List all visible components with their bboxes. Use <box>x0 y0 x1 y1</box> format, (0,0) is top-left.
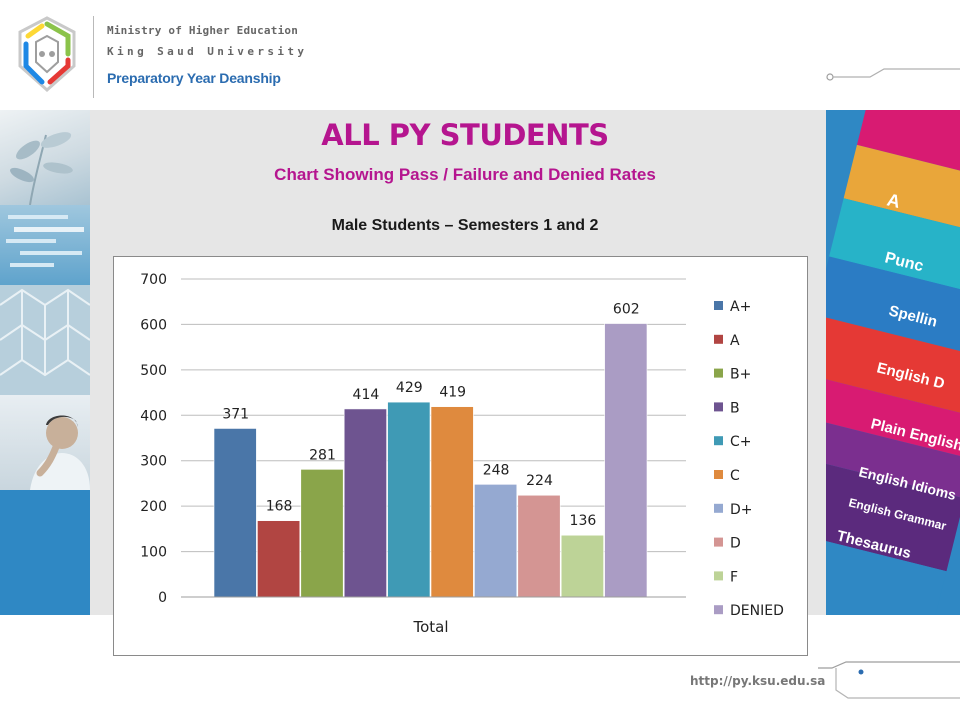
y-tick-label: 600 <box>140 317 167 333</box>
data-label: 168 <box>266 499 293 515</box>
pattern-photo <box>0 285 91 395</box>
y-tick-label: 500 <box>140 363 167 379</box>
bar-c-plus <box>387 401 431 598</box>
bar-b-plus <box>300 469 344 598</box>
bar-b <box>343 408 387 598</box>
y-tick-label: 400 <box>140 408 167 424</box>
ministry-label: Ministry of Higher Education <box>107 24 299 37</box>
svg-text:A: A <box>885 189 902 212</box>
legend-label: A+ <box>730 299 751 315</box>
legend-swatch <box>714 605 723 615</box>
bar-a <box>257 520 301 598</box>
legend-label: B+ <box>730 367 751 383</box>
legend-swatch <box>714 402 723 412</box>
data-label: 429 <box>396 380 423 396</box>
books-photo: A Punc Spellin English D Plain English E… <box>826 110 960 615</box>
text-photo <box>0 205 90 285</box>
bar-a-plus <box>213 428 257 598</box>
data-label: 224 <box>526 473 553 489</box>
legend-label: D <box>730 536 741 552</box>
blue-panel <box>0 490 90 615</box>
footer-decoration <box>818 661 960 699</box>
legend-label: F <box>730 569 738 585</box>
footer-url: http://py.ksu.edu.sa <box>690 674 826 688</box>
legend-swatch <box>714 368 723 378</box>
header: Ministry of Higher Education King Saud U… <box>0 0 960 110</box>
legend-label: DENIED <box>730 603 784 619</box>
bar-f <box>560 534 604 598</box>
chart-container: 0 100 200 300 400 500 600 700 371 168 281 414 429 419… <box>113 256 808 656</box>
bar-chart: 0 100 200 300 400 500 600 700 371 168 281 414 429 419… <box>140 272 784 636</box>
circuit-line-decoration <box>826 68 960 81</box>
y-tick-label: 300 <box>140 454 167 470</box>
x-axis-label: Total <box>412 618 448 636</box>
plant-photo <box>0 110 90 206</box>
data-label: 281 <box>309 447 336 463</box>
university-label: King Saud University <box>107 45 308 58</box>
y-tick-label: 100 <box>140 545 167 561</box>
slide-subtitle: Chart Showing Pass / Failure and Denied … <box>274 165 656 184</box>
legend-label: A <box>730 333 740 349</box>
legend-label: D+ <box>730 502 753 518</box>
y-tick-label: 200 <box>140 499 167 515</box>
legend-swatch <box>714 436 723 446</box>
legend-label: C+ <box>730 434 752 450</box>
bar-d <box>517 494 561 598</box>
deanship-label: Preparatory Year Deanship <box>107 70 281 86</box>
data-label: 136 <box>570 513 597 529</box>
header-divider <box>93 16 94 98</box>
slide-heading: Male Students – Semesters 1 and 2 <box>331 217 599 234</box>
legend-swatch <box>714 503 723 513</box>
ksu-logo <box>18 16 76 93</box>
data-label: 414 <box>353 387 380 403</box>
legend-swatch <box>714 537 723 547</box>
student-photo <box>0 395 90 490</box>
legend-swatch <box>714 571 723 581</box>
data-label: 248 <box>483 462 510 478</box>
y-tick-label: 0 <box>158 590 167 606</box>
bar-d-plus <box>474 484 518 598</box>
data-label: 602 <box>613 302 640 318</box>
data-label: 419 <box>439 385 466 401</box>
slide-title: ALL PY STUDENTS <box>321 118 609 152</box>
data-label: 371 <box>222 406 249 422</box>
bar-denied <box>604 323 648 598</box>
legend-label: B <box>730 400 740 416</box>
legend-swatch <box>714 334 723 344</box>
legend-swatch <box>714 470 723 479</box>
legend-label: C <box>730 468 740 484</box>
bar-c <box>430 406 474 598</box>
legend-swatch <box>714 301 723 310</box>
y-tick-label: 700 <box>140 272 167 288</box>
left-photo-strip <box>0 110 91 615</box>
